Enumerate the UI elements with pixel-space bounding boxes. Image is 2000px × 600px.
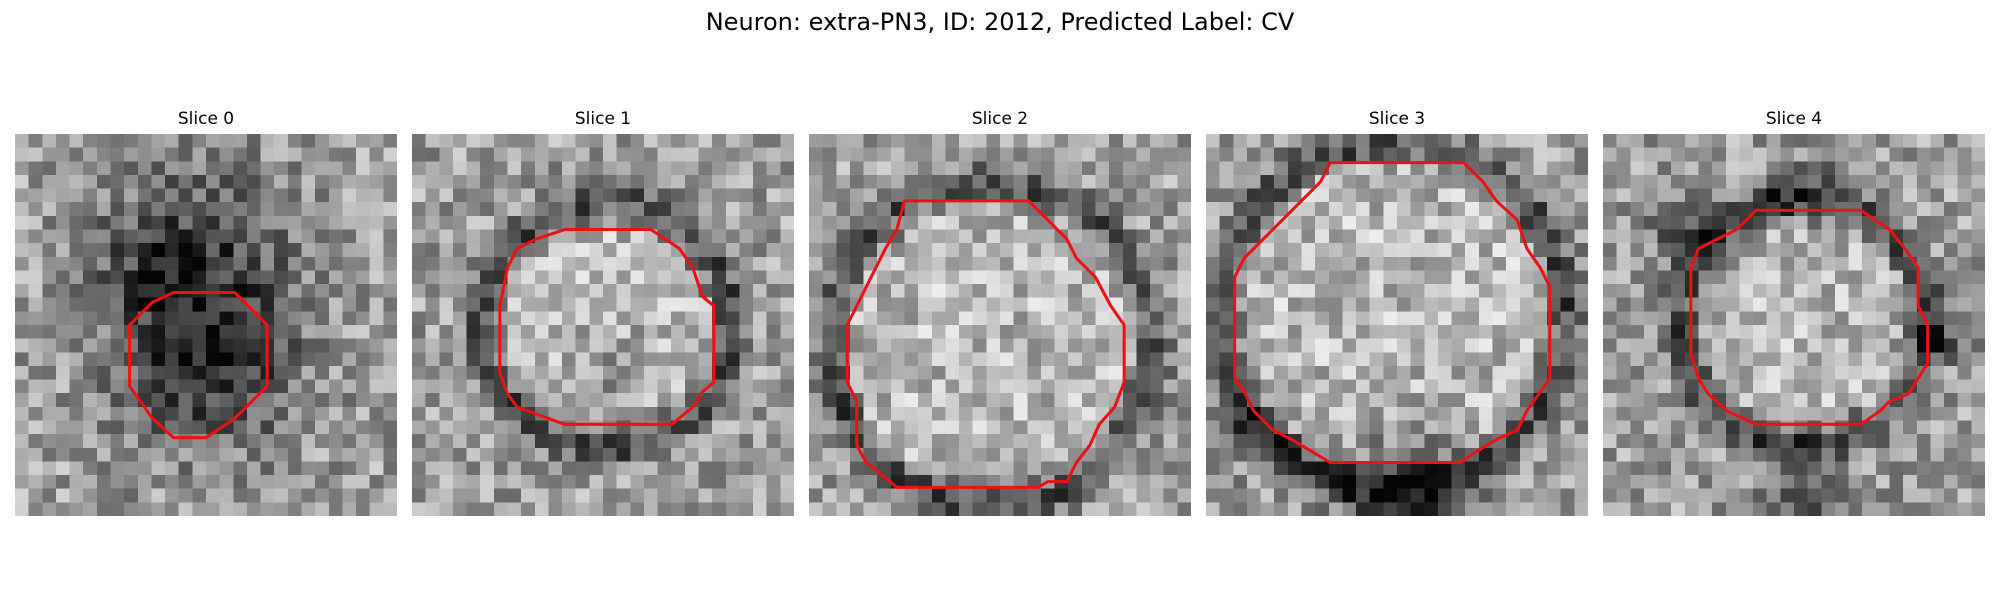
slice-title: Slice 4	[1765, 109, 1823, 129]
segmentation-contour	[1233, 161, 1552, 465]
pixel-grid	[809, 134, 1191, 516]
slice-panel: Slice 1	[412, 108, 794, 516]
slice-image	[412, 134, 794, 516]
segmentation-contour	[1689, 208, 1930, 426]
slice-image	[809, 134, 1191, 516]
segmentation-contour	[498, 227, 716, 426]
slice-title: Slice 3	[1368, 109, 1426, 129]
pixel-grid	[412, 134, 794, 516]
slice-title: Slice 1	[574, 109, 632, 129]
slice-panel: Slice 2	[809, 108, 1191, 516]
slice-image	[1206, 134, 1588, 516]
slice-image	[15, 134, 397, 516]
figure-title: Neuron: extra-PN3, ID: 2012, Predicted L…	[705, 8, 1295, 36]
slice-panel: Slice 0	[15, 108, 397, 516]
pixel-grid	[1603, 134, 1985, 516]
slice-image	[1603, 134, 1985, 516]
pixel-grid	[15, 134, 397, 516]
slice-title: Slice 2	[971, 109, 1029, 129]
slice-panel: Slice 3	[1206, 108, 1588, 516]
slice-title: Slice 0	[177, 109, 235, 129]
slice-panel: Slice 4	[1603, 108, 1985, 516]
segmentation-contour	[128, 291, 269, 440]
pixel-grid	[1206, 134, 1588, 516]
segmentation-contour	[845, 199, 1126, 489]
